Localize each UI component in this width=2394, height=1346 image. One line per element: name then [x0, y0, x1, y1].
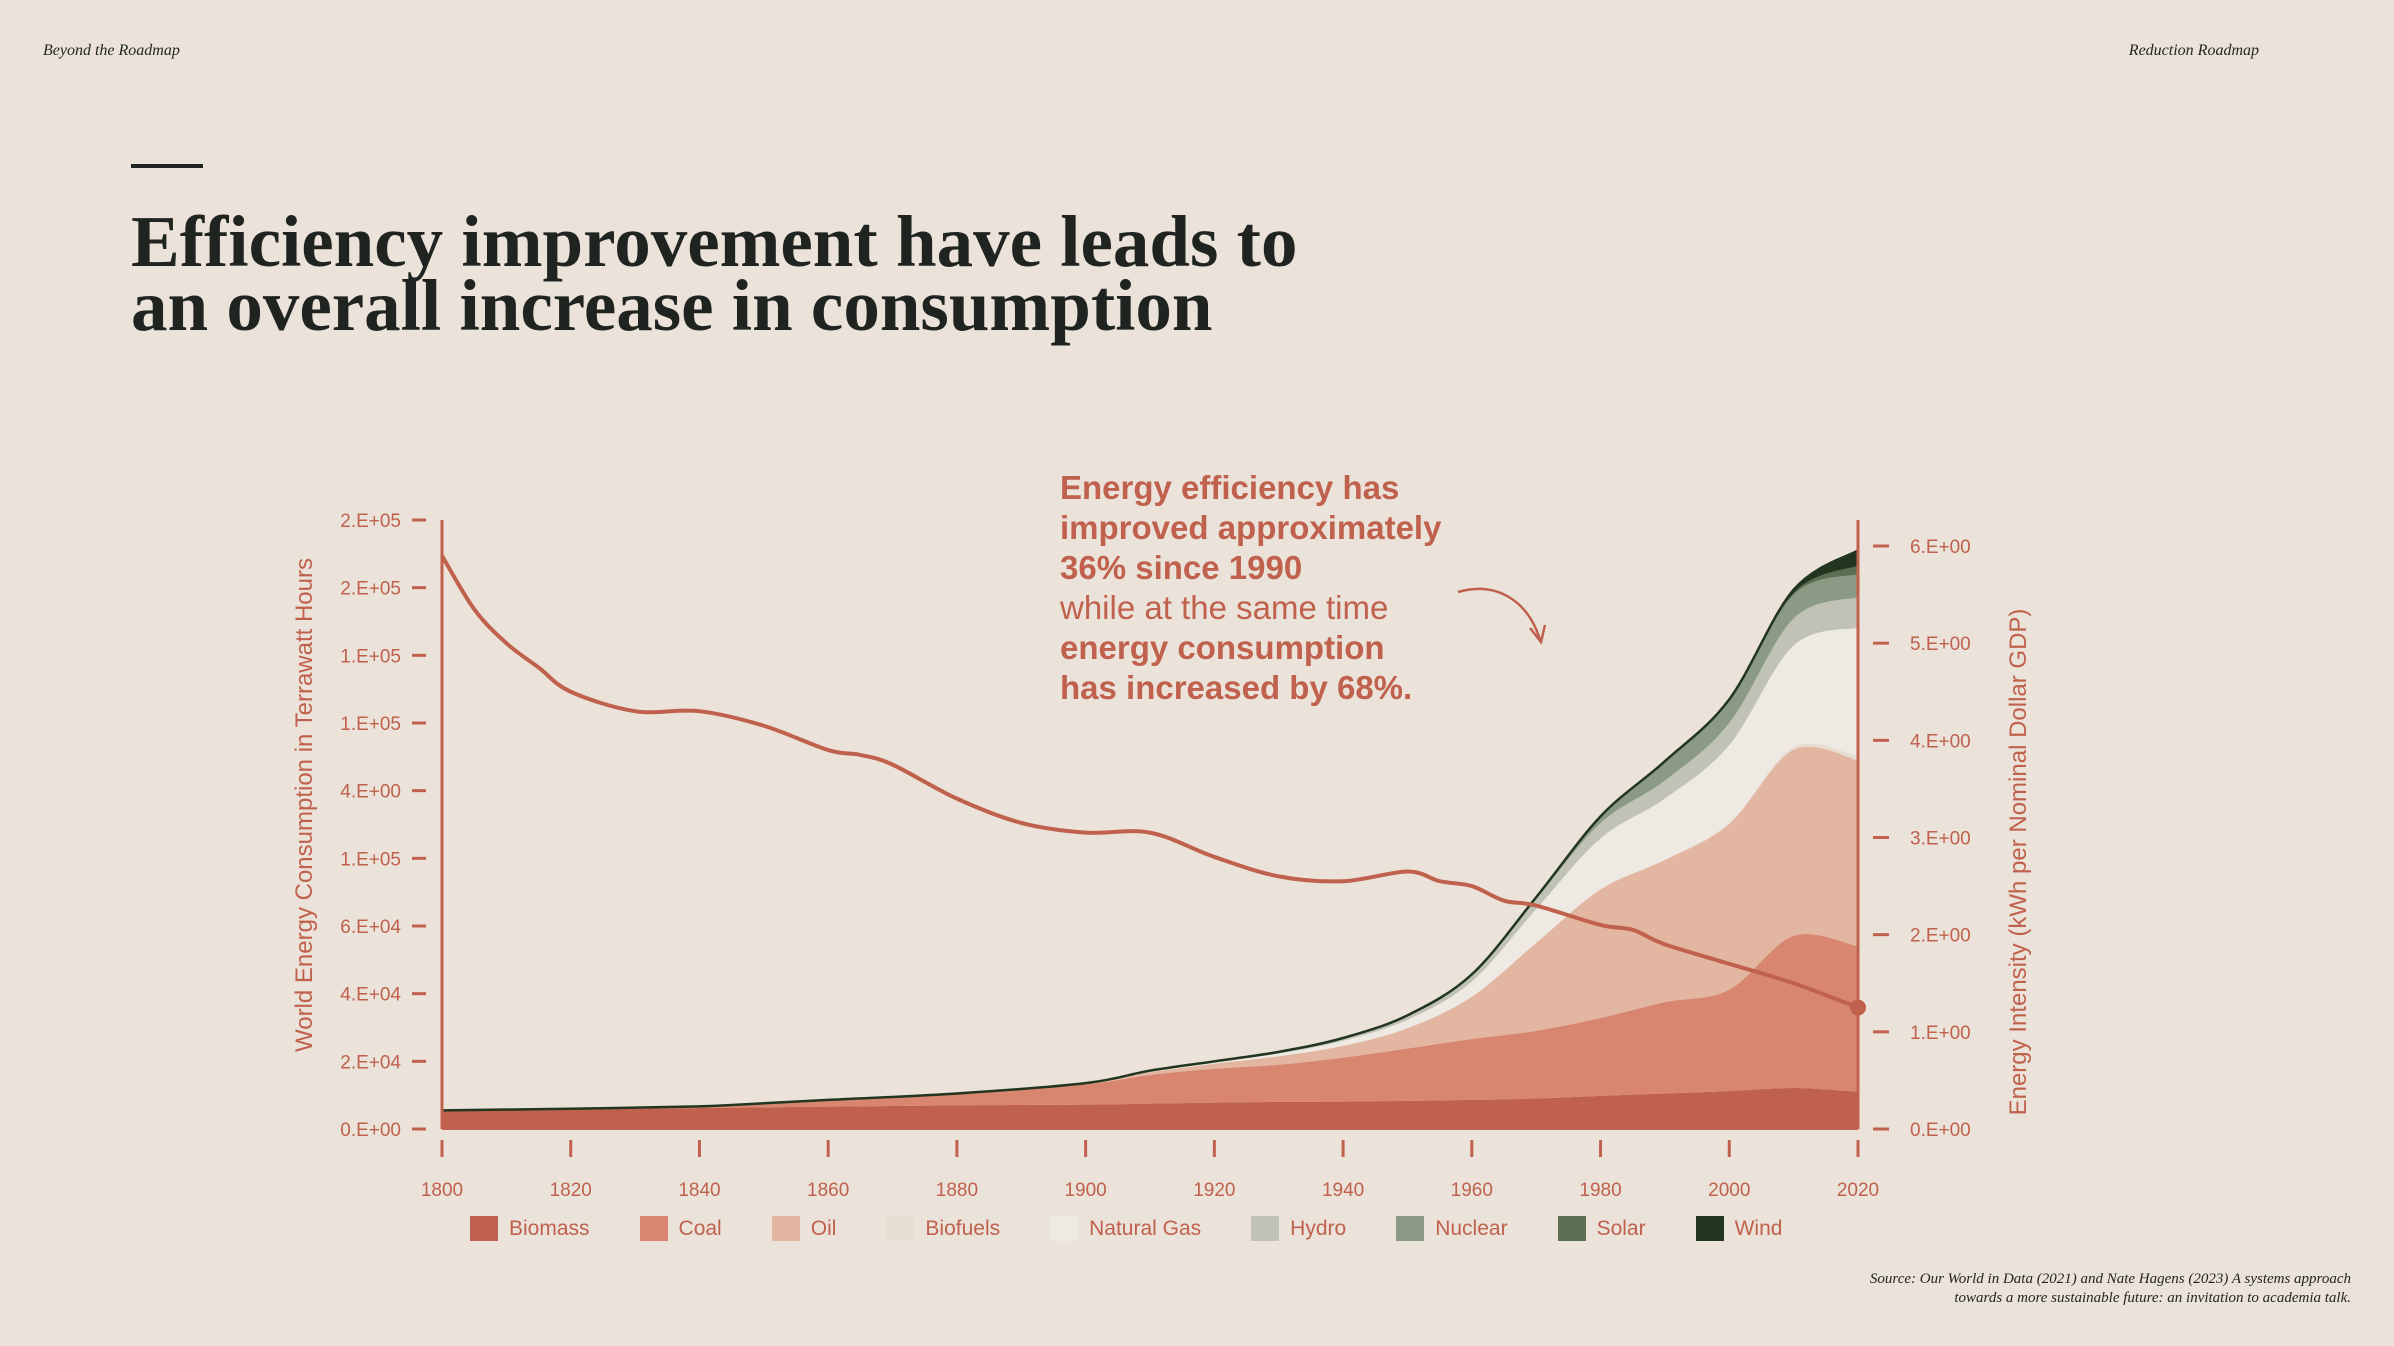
legend-label: Biomass [509, 1216, 590, 1240]
legend-swatch [1396, 1216, 1425, 1241]
y-tick-label: 2.E+05 [340, 511, 401, 532]
source-note: Source: Our World in Data (2021) and Nat… [1651, 1270, 2351, 1308]
legend-item: Wind [1695, 1216, 1783, 1241]
y-tick-label: 6.E+04 [340, 917, 401, 938]
x-tick-label: 1840 [678, 1180, 720, 1201]
legend-item: Nuclear [1396, 1216, 1508, 1241]
y-tick-label: 4.E+00 [340, 782, 401, 803]
chart-axes: 1800 1820 1840 1860 1880 1900 1920 1940 1960 1980… [340, 511, 1971, 1201]
annotation-line-1: Energy efficiency has [1060, 469, 1400, 506]
legend-swatch [1251, 1216, 1280, 1241]
legend-swatch [1050, 1216, 1079, 1241]
y2-tick-label: 3.E+00 [1910, 829, 1971, 850]
stacked-areas [441, 549, 1859, 1129]
annotation-line-6: has increased by 68%. [1060, 669, 1413, 706]
legend-swatch [639, 1216, 668, 1241]
y2-tick-label: 5.E+00 [1910, 634, 1971, 655]
page-title-line-1: Efficiency improvement have leads to [131, 201, 1298, 282]
header-right-label: Reduction Roadmap [2128, 42, 2259, 59]
x-tick-label: 1880 [936, 1180, 978, 1201]
x-tick-label: 1920 [1193, 1180, 1235, 1201]
annotation-line-3: 36% since 1990 [1060, 549, 1303, 586]
source-line-1: Source: Our World in Data (2021) and Nat… [1869, 1271, 2351, 1287]
legend-item: Biomass [470, 1216, 590, 1241]
x-tick-label: 1800 [421, 1180, 463, 1201]
y-tick-label: 4.E+04 [340, 985, 401, 1006]
chart-legend: Biomass Coal Oil Biofuels Natural Gas Hydro Nu… [470, 1216, 1832, 1241]
annotation-line-5: energy consumption [1060, 629, 1385, 666]
legend-item: Natural Gas [1050, 1216, 1201, 1241]
legend-label: Oil [810, 1216, 837, 1240]
legend-label: Hydro [1290, 1216, 1347, 1240]
x-tick-label: 2020 [1837, 1180, 1879, 1201]
x-tick-label: 1900 [1064, 1180, 1106, 1201]
y2-tick-label: 0.E+00 [1910, 1120, 1971, 1141]
page-title: Efficiency improvement have leads to an … [131, 201, 1431, 346]
y-tick-label: 1.E+05 [340, 849, 401, 870]
intensity-series [440, 554, 1866, 1016]
area-hydro [442, 597, 1858, 1111]
page-title-line-2: an overall increase in consumption [131, 265, 1213, 346]
title-rule [131, 164, 203, 168]
intensity-end-point [1850, 999, 1866, 1016]
x-tick-label: 1860 [807, 1180, 849, 1201]
legend-swatch [1557, 1216, 1586, 1241]
legend-swatch [771, 1216, 800, 1241]
y2-tick-label: 6.E+00 [1910, 537, 1971, 558]
x-tick-label: 1980 [1579, 1180, 1621, 1201]
legend-swatch [886, 1216, 915, 1241]
annotation-arrow [1457, 587, 1542, 641]
x-tick-label: 1820 [550, 1180, 592, 1201]
y-tick-label: 1.E+05 [340, 646, 401, 667]
legend-item: Coal [639, 1216, 722, 1241]
legend-swatch [1695, 1216, 1724, 1241]
legend-label: Nuclear [1435, 1216, 1508, 1240]
legend-label: Solar [1596, 1216, 1646, 1240]
y-tick-label: 1.E+05 [340, 714, 401, 735]
x-tick-label: 1960 [1451, 1180, 1493, 1201]
legend-swatch [470, 1216, 498, 1241]
annotation-arrowhead [1529, 624, 1547, 645]
legend-label: Coal [678, 1216, 722, 1240]
legend-item: Hydro [1251, 1216, 1346, 1241]
y-tick-label: 0.E+00 [340, 1120, 401, 1141]
annotation-line-4: while at the same time [1060, 589, 1389, 626]
annotation-line-2: improved approximately [1060, 509, 1442, 546]
legend-label: Biofuels [925, 1216, 1001, 1240]
header-left-label: Beyond the Roadmap [43, 42, 180, 59]
legend-label: Natural Gas [1089, 1216, 1202, 1240]
area-coal [442, 933, 1858, 1111]
y-tick-label: 2.E+04 [340, 1052, 401, 1073]
legend-item: Oil [771, 1216, 837, 1241]
y-axis-label: World Energy Consumption in Terrawatt Ho… [291, 558, 318, 1052]
intensity-line [440, 554, 1859, 1010]
x-tick-label: 1940 [1322, 1180, 1364, 1201]
y2-axis-label: Energy Intensity (kWh per Nominal Dollar… [2005, 609, 2032, 1116]
source-line-2: towards a more sustainable future: an in… [1954, 1290, 2351, 1306]
y2-tick-label: 1.E+00 [1910, 1023, 1971, 1044]
y2-tick-label: 4.E+00 [1910, 731, 1971, 752]
x-tick-label: 2000 [1708, 1180, 1750, 1201]
y-tick-label: 2.E+05 [340, 579, 401, 600]
y2-tick-label: 2.E+00 [1910, 926, 1971, 947]
total-outline [441, 549, 1859, 1112]
area-biomass [442, 1088, 1858, 1129]
annotation: Energy efficiency has improved approxima… [1060, 468, 1480, 708]
legend-item: Solar [1557, 1216, 1646, 1241]
area-oil [442, 746, 1858, 1111]
legend-item: Biofuels [886, 1216, 1000, 1241]
legend-label: Wind [1734, 1216, 1783, 1240]
area-natural-gas [442, 627, 1858, 1111]
